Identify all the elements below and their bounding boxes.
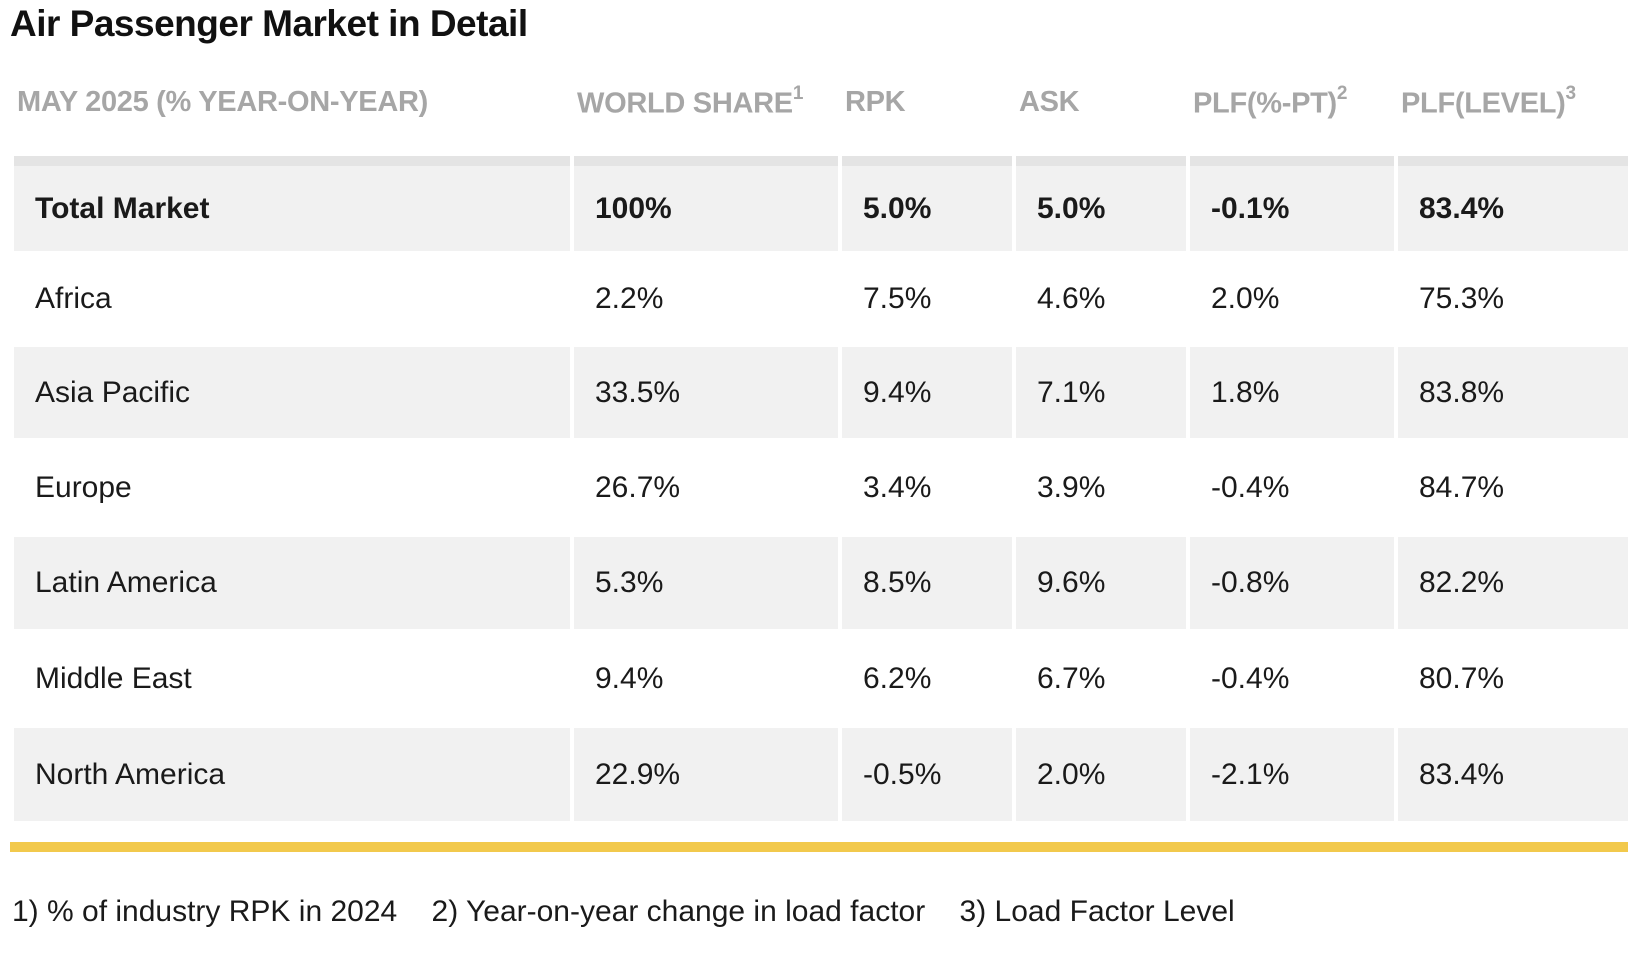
- table-cell-plf-pt: -0.8%: [1190, 537, 1394, 629]
- footnote-ref-2: 2: [1336, 83, 1348, 104]
- table-cell-plf-level: 84.7%: [1398, 438, 1628, 537]
- table-cell-plf-pt: 1.8%: [1190, 347, 1394, 438]
- table-cell-world-share: 33.5%: [574, 347, 838, 438]
- table-cell-world-share: 100%: [574, 166, 838, 251]
- table-cell-plf-pt: -0.1%: [1190, 166, 1394, 251]
- table-cell-plf-pt: -0.4%: [1190, 438, 1394, 537]
- column-header-rpk: RPK: [845, 86, 906, 118]
- table-cell-rpk: 8.5%: [842, 537, 1012, 629]
- table-cell-plf-level: 75.3%: [1398, 251, 1628, 347]
- table-cell-plf-level: 83.4%: [1398, 728, 1628, 821]
- table-cell-region: Africa: [14, 251, 570, 347]
- table-cell-region: Latin America: [14, 537, 570, 629]
- table-cell-rpk: -0.5%: [842, 728, 1012, 821]
- table-cell-world-share: 2.2%: [574, 251, 838, 347]
- footnotes: 1) % of industry RPK in 2024 2) Year-on-…: [12, 895, 1261, 929]
- market-table: MAY 2025 (% YEAR-ON-YEAR) WORLD SHARE1 R…: [14, 68, 1628, 821]
- table-cell-region: Middle East: [14, 629, 570, 728]
- table-bottom-accent-bar: [10, 842, 1628, 852]
- column-header-period: MAY 2025 (% YEAR-ON-YEAR): [17, 86, 428, 118]
- header-divider: [574, 156, 838, 166]
- table-cell-plf-level: 80.7%: [1398, 629, 1628, 728]
- table-cell-world-share: 9.4%: [574, 629, 838, 728]
- header-divider: [842, 156, 1012, 166]
- table-cell-plf-level: 83.8%: [1398, 347, 1628, 438]
- table-cell-plf-level: 83.4%: [1398, 166, 1628, 251]
- table-cell-plf-pt: -2.1%: [1190, 728, 1394, 821]
- footnote-ref-1: 1: [792, 83, 804, 104]
- table-cell-rpk: 7.5%: [842, 251, 1012, 347]
- table-cell-ask: 4.6%: [1016, 251, 1186, 347]
- table-cell-plf-pt: -0.4%: [1190, 629, 1394, 728]
- footnote-1: 1) % of industry RPK in 2024: [12, 895, 398, 928]
- table-cell-region: Total Market: [14, 166, 570, 251]
- table-cell-ask: 6.7%: [1016, 629, 1186, 728]
- table-cell-plf-level: 82.2%: [1398, 537, 1628, 629]
- column-header-ask: ASK: [1019, 86, 1080, 118]
- page-title: Air Passenger Market in Detail: [10, 3, 528, 44]
- header-divider: [1016, 156, 1186, 166]
- header-divider: [1190, 156, 1394, 166]
- footnote-ref-3: 3: [1565, 83, 1577, 104]
- header-divider: [1398, 156, 1628, 166]
- table-cell-world-share: 26.7%: [574, 438, 838, 537]
- table-cell-rpk: 9.4%: [842, 347, 1012, 438]
- table-cell-ask: 3.9%: [1016, 438, 1186, 537]
- table-cell-ask: 9.6%: [1016, 537, 1186, 629]
- table-cell-plf-pt: 2.0%: [1190, 251, 1394, 347]
- table-cell-world-share: 22.9%: [574, 728, 838, 821]
- footnote-3: 3) Load Factor Level: [959, 895, 1235, 928]
- table-cell-rpk: 5.0%: [842, 166, 1012, 251]
- table-cell-region: North America: [14, 728, 570, 821]
- table-cell-rpk: 6.2%: [842, 629, 1012, 728]
- column-header-plf-pt: PLF(%-PT)2: [1193, 83, 1348, 120]
- header-divider: [14, 156, 570, 166]
- table-cell-region: Asia Pacific: [14, 347, 570, 438]
- table-cell-region: Europe: [14, 438, 570, 537]
- column-header-plf-level: PLF(LEVEL)3: [1401, 83, 1577, 120]
- footnote-2: 2) Year-on-year change in load factor: [431, 895, 926, 928]
- column-header-world-share: WORLD SHARE1: [577, 83, 804, 120]
- table-cell-world-share: 5.3%: [574, 537, 838, 629]
- table-cell-ask: 2.0%: [1016, 728, 1186, 821]
- table-cell-rpk: 3.4%: [842, 438, 1012, 537]
- table-cell-ask: 7.1%: [1016, 347, 1186, 438]
- table-cell-ask: 5.0%: [1016, 166, 1186, 251]
